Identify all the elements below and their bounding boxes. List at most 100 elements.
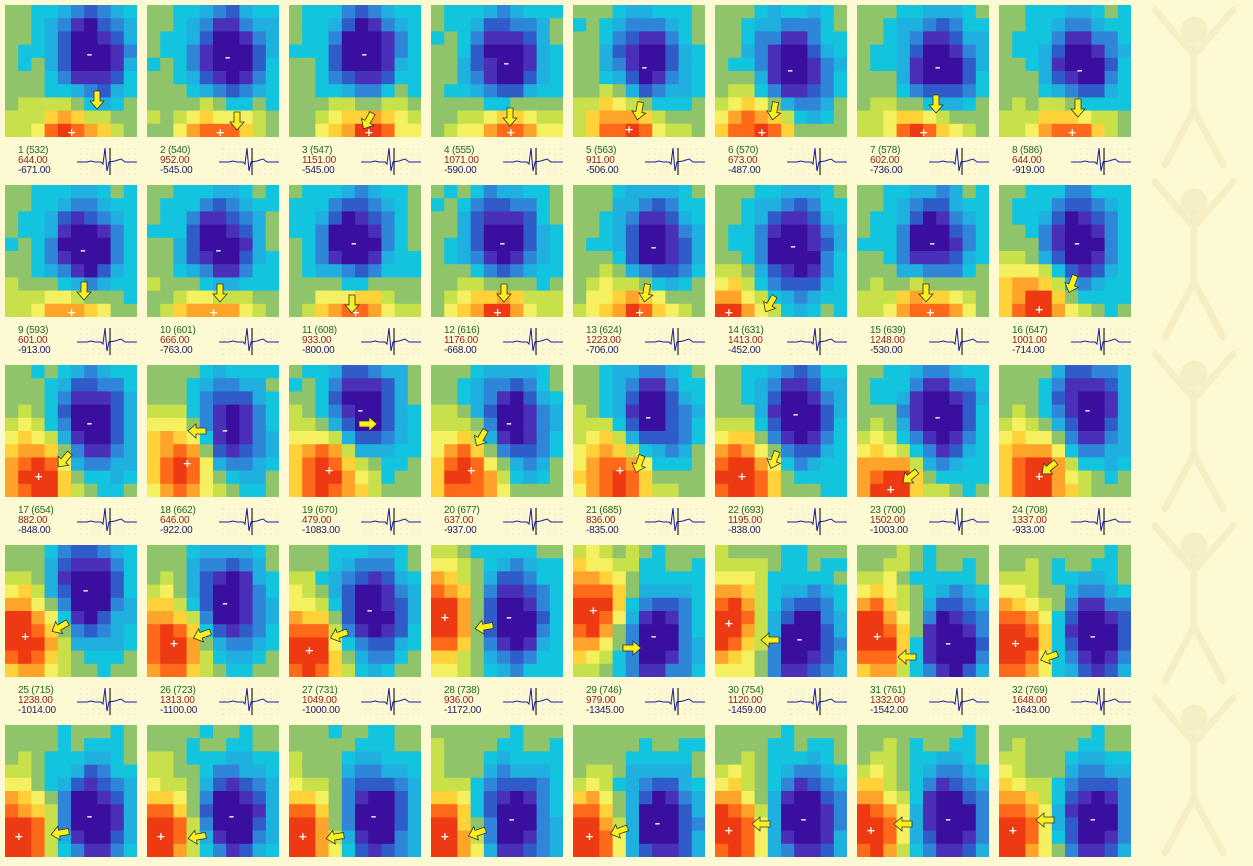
potential-map-tile[interactable]: – + [147,185,279,317]
map-info-panel: 18 (662) 646.00 -922.00 [147,505,279,539]
ecg-thumbnail-icon[interactable] [361,506,421,537]
max-value: 1223.00 [586,335,621,346]
potential-map-tile[interactable]: – + [431,185,563,317]
body-figure-watermark-icon [1135,344,1253,514]
potential-map-image [289,365,421,497]
potential-map-tile[interactable]: – + [573,5,705,137]
potential-map-tile[interactable]: – + [147,545,279,677]
ecg-thumbnail-icon[interactable] [503,146,563,177]
potential-map-tile[interactable]: – + [999,185,1131,317]
potential-map-tile[interactable]: – + [431,725,563,857]
potential-map-tile[interactable]: – + [147,5,279,137]
potential-map-tile[interactable]: – + [431,545,563,677]
ecg-thumbnail-icon[interactable] [787,686,847,717]
ecg-thumbnail-icon[interactable] [1071,326,1131,357]
ecg-thumbnail-icon[interactable] [787,326,847,357]
potential-map-tile[interactable]: – + [5,185,137,317]
potential-map-tile[interactable]: – + [289,545,421,677]
frame-label: 10 (601) [160,325,196,336]
ecg-thumbnail-icon[interactable] [645,326,705,357]
potential-map-tile[interactable]: – + [147,725,279,857]
direction-arrow-icon [474,427,489,446]
potential-map-tile[interactable]: – + [431,5,563,137]
ecg-thumbnail-icon[interactable] [929,326,989,357]
ecg-thumbnail-icon[interactable] [219,686,279,717]
potential-map-tile[interactable]: – + [289,725,421,857]
ecg-thumbnail-icon[interactable] [219,506,279,537]
ecg-thumbnail-icon[interactable] [77,686,137,717]
potential-map-tile[interactable]: – + [289,185,421,317]
ecg-thumbnail-icon[interactable] [361,146,421,177]
ecg-thumbnail-icon[interactable] [77,326,137,357]
ecg-thumbnail-icon[interactable] [929,146,989,177]
potential-map-tile[interactable]: – + [573,545,705,677]
potential-map-tile[interactable]: – + [999,5,1131,137]
direction-arrow-icon [330,627,350,643]
potential-map-tile[interactable]: – + [5,545,137,677]
potential-map-tile[interactable]: – + [999,365,1131,497]
potential-map-tile[interactable]: – + [715,5,847,137]
potential-map-tile[interactable]: – + [715,185,847,317]
potential-map-tile[interactable]: – + [289,5,421,137]
potential-map-tile[interactable]: – + [573,365,705,497]
ecg-thumbnail-icon[interactable] [503,326,563,357]
potential-map-tile[interactable]: – + [5,725,137,857]
potential-map-tile[interactable]: – + [289,365,421,497]
direction-arrow-icon [228,111,245,131]
potential-map-tile[interactable]: – + [573,725,705,857]
potential-map-image [431,185,563,317]
ecg-thumbnail-icon[interactable] [1071,146,1131,177]
min-value: -545.00 [160,165,193,176]
potential-map-tile[interactable]: – + [857,365,989,497]
potential-map-tile[interactable]: – + [999,545,1131,677]
frame-label: 9 (593) [18,325,49,336]
ecg-thumbnail-icon[interactable] [503,506,563,537]
ecg-thumbnail-icon[interactable] [219,146,279,177]
max-value: 1151.00 [302,155,337,166]
ecg-thumbnail-icon[interactable] [77,146,137,177]
max-value: 1248.00 [870,335,905,346]
direction-arrow-icon [1040,649,1060,665]
potential-map-image [999,5,1131,137]
potential-map-tile[interactable]: – + [999,725,1131,857]
map-info-panel: 2 (540) 952.00 -545.00 [147,145,279,179]
min-value: -530.00 [870,345,903,356]
map-info-panel: 3 (547) 1151.00 -545.00 [289,145,421,179]
direction-arrow-icon [917,283,934,303]
frame-label: 31 (761) [870,685,906,696]
potential-map-tile[interactable]: – + [5,365,137,497]
potential-map-tile[interactable]: – + [857,5,989,137]
ecg-thumbnail-icon[interactable] [787,506,847,537]
ecg-thumbnail-icon[interactable] [361,686,421,717]
ecg-thumbnail-icon[interactable] [645,686,705,717]
map-info-panel: 12 (616) 1176.00 -668.00 [431,325,563,359]
ecg-thumbnail-icon[interactable] [1071,686,1131,717]
ecg-thumbnail-icon[interactable] [1071,506,1131,537]
ecg-thumbnail-icon[interactable] [77,506,137,537]
ecg-thumbnail-icon[interactable] [929,686,989,717]
ecg-thumbnail-icon[interactable] [645,506,705,537]
potential-map-tile[interactable]: – + [857,725,989,857]
potential-map-tile[interactable]: – + [715,545,847,677]
potential-map-tile[interactable]: – + [573,185,705,317]
ecg-thumbnail-icon[interactable] [361,326,421,357]
potential-map-tile[interactable]: – + [857,185,989,317]
potential-map-tile[interactable]: – + [857,545,989,677]
potential-map-image [289,725,421,857]
ecg-thumbnail-icon[interactable] [503,686,563,717]
ecg-thumbnail-icon[interactable] [219,326,279,357]
map-info-panel: 17 (654) 882.00 -848.00 [5,505,137,539]
potential-map-tile[interactable]: – + [431,365,563,497]
potential-map-tile[interactable]: – + [715,365,847,497]
potential-map-tile[interactable]: – + [715,725,847,857]
potential-map-image [715,545,847,677]
potential-map-tile[interactable]: – + [5,5,137,137]
ecg-thumbnail-icon[interactable] [787,146,847,177]
minus-marker-icon: – [641,61,648,75]
map-info-panel: 11 (608) 933.00 -800.00 [289,325,421,359]
ecg-thumbnail-icon[interactable] [929,506,989,537]
ecg-thumbnail-icon[interactable] [645,146,705,177]
max-value: 1502.00 [870,515,905,526]
potential-map-tile[interactable]: – + [147,365,279,497]
direction-arrow-icon [1041,459,1059,475]
